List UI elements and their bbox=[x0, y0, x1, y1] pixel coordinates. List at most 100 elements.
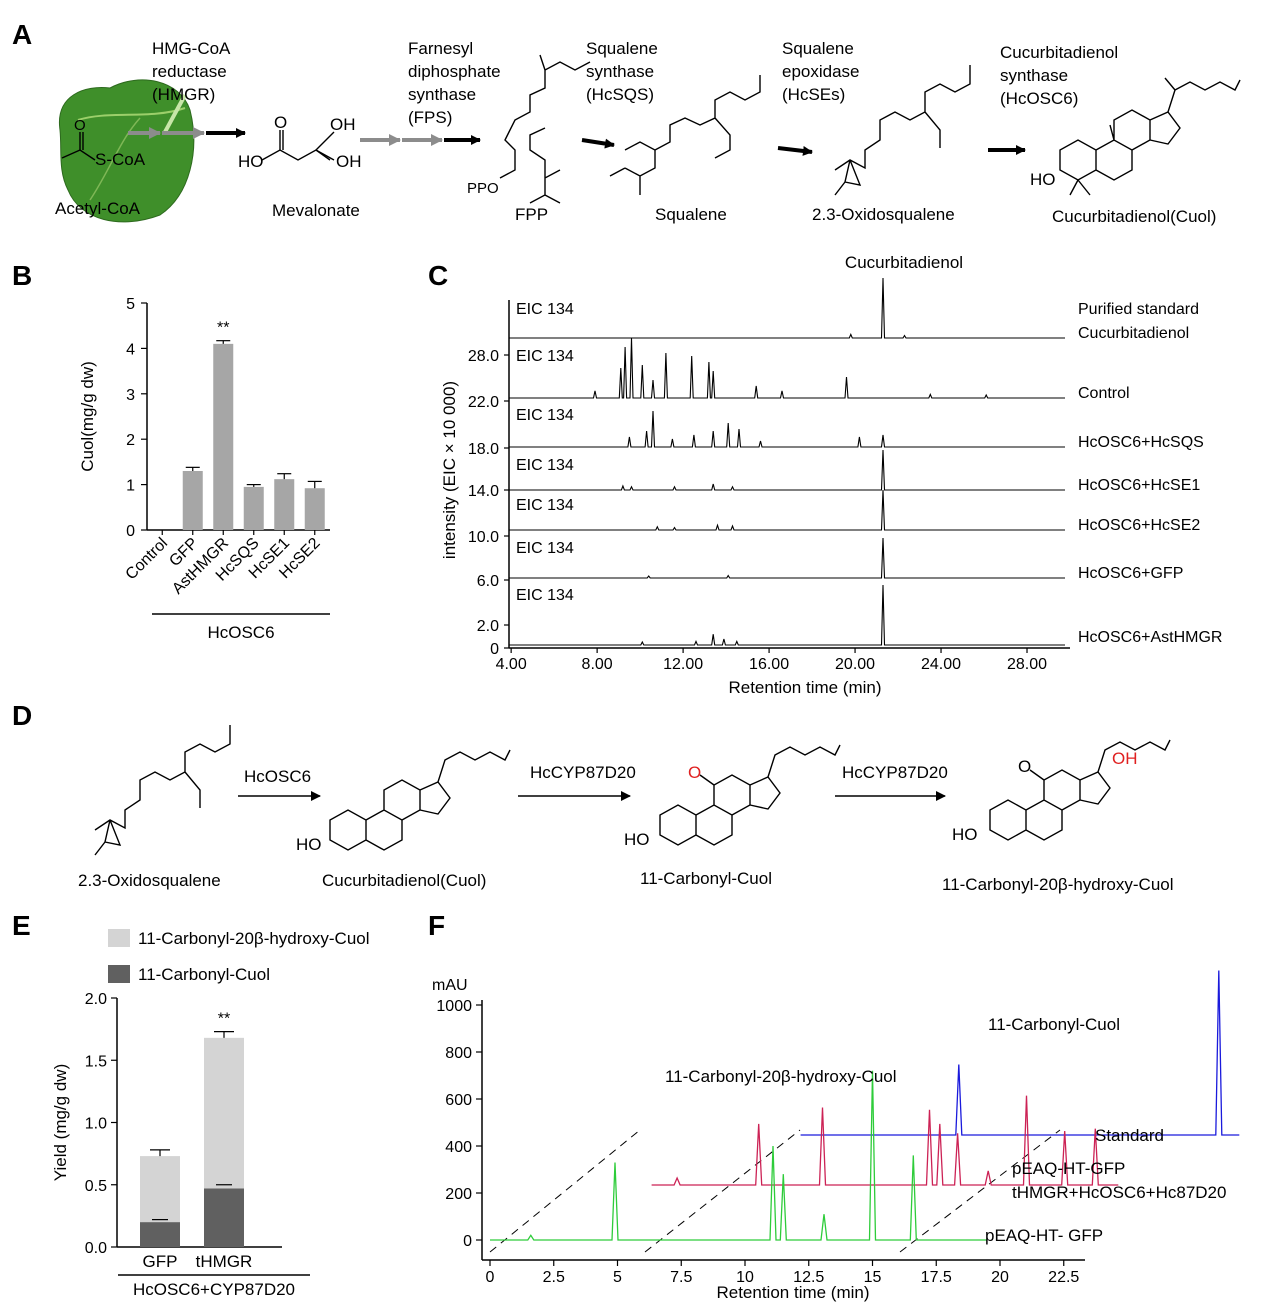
e-x-tick-label: tHMGR bbox=[196, 1252, 253, 1271]
d-cuol-label: Cucurbitadienol(Cuol) bbox=[322, 871, 486, 890]
hmgr-enzyme-line3: (HMGR) bbox=[152, 85, 215, 104]
c-series-label: HcOSC6+HcSE1 bbox=[1078, 477, 1200, 494]
f-x-tick-label: 20 bbox=[991, 1269, 1009, 1286]
d-osc6-enzyme: HcOSC6 bbox=[244, 767, 311, 786]
oxidosqualene-label: 2.3-Oxidosqualene bbox=[812, 205, 955, 224]
f-trace bbox=[651, 1095, 1119, 1186]
sqe-enzyme-line2: epoxidase bbox=[782, 62, 860, 81]
f-x-tick-label: 5 bbox=[613, 1269, 622, 1286]
b-y-tick-label: 5 bbox=[126, 296, 135, 313]
e-x-axis-label: HcOSC6+CYP87D20 bbox=[133, 1280, 295, 1299]
d-carbonyl-cuol-label: 11-Carbonyl-Cuol bbox=[640, 869, 772, 888]
f-x-tick-label: 22.5 bbox=[1048, 1269, 1079, 1286]
d-hydroxy-oh: OH bbox=[1112, 749, 1138, 768]
e-y-tick-label: 0.0 bbox=[85, 1240, 107, 1257]
b-x-tick-label: Control bbox=[123, 535, 171, 583]
c-x-tick-label: 8.00 bbox=[582, 656, 613, 673]
b-x-axis-label: HcOSC6 bbox=[207, 623, 274, 642]
b-y-axis-label: Cuol(mg/g dw) bbox=[78, 361, 97, 472]
c-x-tick-label: 16.00 bbox=[749, 656, 789, 673]
c-y-tick-label: 14.0 bbox=[468, 483, 499, 500]
f-x-tick-label: 7.5 bbox=[670, 1269, 692, 1286]
panel-letter-f: F bbox=[428, 910, 445, 941]
fps-enzyme-line2: diphosphate bbox=[408, 62, 501, 81]
c-x-axis-label: Retention time (min) bbox=[728, 678, 881, 697]
e-y-tick-label: 1.0 bbox=[85, 1116, 107, 1133]
panel-letter-e: E bbox=[12, 910, 31, 941]
acetyl-coa-label: Acetyl-CoA bbox=[55, 199, 141, 218]
fpp-label: FPP bbox=[515, 205, 548, 224]
f-perspective-guide bbox=[489, 1129, 641, 1253]
f-series-label: pEAQ-HT- GFP bbox=[985, 1226, 1103, 1245]
e-legend-swatch-carbonyl bbox=[108, 965, 130, 983]
panel-d-pathway: 2.3-Oxidosqualene HcOSC6 HO Cucurbitadie… bbox=[78, 725, 1174, 894]
sqs-enzyme-line1: Squalene bbox=[586, 39, 658, 58]
c-trace bbox=[509, 449, 1065, 491]
f-y-tick-label: 600 bbox=[445, 1092, 472, 1109]
f-x-tick-label: 12.5 bbox=[793, 1269, 824, 1286]
d-cyp-enzyme-1: HcCYP87D20 bbox=[530, 763, 636, 782]
b-bar bbox=[213, 343, 234, 530]
c-x-tick-label: 4.00 bbox=[496, 656, 527, 673]
b-bar bbox=[182, 470, 203, 530]
sqe-enzyme-line3: (HcSEs) bbox=[782, 85, 845, 104]
c-x-tick-label: 28.00 bbox=[1007, 656, 1047, 673]
c-series-label: Purified standard bbox=[1078, 301, 1199, 318]
mevalonate-label: Mevalonate bbox=[272, 201, 360, 220]
c-series-label: HcOSC6+AstHMGR bbox=[1078, 629, 1222, 646]
sqs-enzyme-line3: (HcSQS) bbox=[586, 85, 654, 104]
b-y-tick-label: 1 bbox=[126, 478, 135, 495]
c-series-label: Control bbox=[1078, 385, 1130, 402]
sqe-enzyme-line1: Squalene bbox=[782, 39, 854, 58]
c-eic-label: EIC 134 bbox=[516, 540, 574, 557]
panel-c-chromatograms: Cucurbitadienol 28.0 22.0 18.0 14.0 10.0 6.0 2.… bbox=[440, 253, 1222, 697]
squalene-label: Squalene bbox=[655, 205, 727, 224]
f-trace bbox=[490, 1070, 988, 1241]
d-hydroxy-cuol-label: 11-Carbonyl-20β-hydroxy-Cuol bbox=[942, 875, 1174, 894]
c-eic-label: EIC 134 bbox=[516, 348, 574, 365]
acetyl-coa-scoa: S-CoA bbox=[95, 150, 146, 169]
e-legend-swatch-hydroxy bbox=[108, 929, 130, 947]
f-x-tick-label: 17.5 bbox=[921, 1269, 952, 1286]
fpp-ppo: PPO bbox=[467, 180, 499, 197]
c-x-tick-label: 12.00 bbox=[663, 656, 703, 673]
f-series-label: tHMGR+HcOSC6+Hc87D20 bbox=[1012, 1183, 1226, 1202]
c-y-tick-label: 10.0 bbox=[468, 529, 499, 546]
f-y-tick-label: 800 bbox=[445, 1045, 472, 1062]
d-cuol-ho: HO bbox=[296, 835, 322, 854]
f-x-tick-label: 15 bbox=[864, 1269, 882, 1286]
f-y-tick-label: 1000 bbox=[436, 998, 472, 1015]
osc6-enzyme-line2: synthase bbox=[1000, 66, 1068, 85]
e-y-axis-label: Yield (mg/g dw) bbox=[51, 1064, 70, 1181]
d-hydroxy-ho: HO bbox=[952, 825, 978, 844]
b-significance: ** bbox=[217, 320, 229, 337]
d-cyp-enzyme-2: HcCYP87D20 bbox=[842, 763, 948, 782]
fps-enzyme-line1: Farnesyl bbox=[408, 39, 473, 58]
panel-letter-b: B bbox=[12, 260, 32, 291]
c-eic-label: EIC 134 bbox=[516, 457, 574, 474]
c-eic-label: EIC 134 bbox=[516, 497, 574, 514]
f-series-label: pEAQ-HT-GFP bbox=[1012, 1159, 1125, 1178]
c-eic-label: EIC 134 bbox=[516, 407, 574, 424]
c-eic-label: EIC 134 bbox=[516, 301, 574, 318]
f-perspective-guide bbox=[899, 1129, 1061, 1253]
b-y-tick-label: 2 bbox=[126, 432, 135, 449]
f-x-tick-label: 0 bbox=[486, 1269, 495, 1286]
c-series-label: HcOSC6+HcSE2 bbox=[1078, 517, 1200, 534]
acetyl-coa-o-atom: O bbox=[74, 117, 86, 134]
e-significance: ** bbox=[218, 1011, 230, 1028]
c-x-tick-label: 24.00 bbox=[921, 656, 961, 673]
e-bar-carbonyl bbox=[204, 1188, 244, 1247]
d-carbonyl-o: O bbox=[688, 763, 701, 782]
e-bar-carbonyl bbox=[140, 1222, 180, 1247]
c-series-label: Cucurbitadienol bbox=[1078, 325, 1189, 342]
b-y-tick-label: 4 bbox=[126, 341, 135, 358]
panel-letter-c: C bbox=[428, 260, 448, 291]
mevalonate-oh-top: OH bbox=[330, 115, 356, 134]
c-y-tick-label: 18.0 bbox=[468, 441, 499, 458]
cuol-ho: HO bbox=[1030, 170, 1056, 189]
e-y-tick-label: 1.5 bbox=[85, 1053, 107, 1070]
c-y-tick-label: 2.0 bbox=[477, 618, 499, 635]
panel-e-stacked-bar: 0.0 0.5 1.0 1.5 2.0 Yield (mg/g dw) 11-Carbony… bbox=[51, 929, 370, 1299]
